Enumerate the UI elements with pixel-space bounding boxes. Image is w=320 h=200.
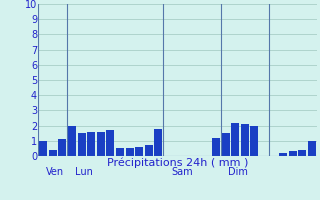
Text: Lun: Lun	[75, 167, 93, 177]
Bar	[87, 132, 95, 156]
Bar	[154, 129, 163, 156]
Bar	[279, 153, 287, 156]
Bar	[77, 133, 86, 156]
Bar	[250, 126, 259, 156]
Bar	[298, 150, 307, 156]
Bar	[58, 139, 67, 156]
Bar	[231, 123, 239, 156]
Bar	[145, 145, 153, 156]
Bar	[39, 141, 47, 156]
Bar	[221, 133, 230, 156]
Bar	[125, 148, 134, 156]
Bar	[212, 138, 220, 156]
Bar	[289, 151, 297, 156]
Text: Dim: Dim	[228, 167, 248, 177]
Bar	[116, 148, 124, 156]
Bar	[308, 141, 316, 156]
Text: Ven: Ven	[46, 167, 64, 177]
Text: Sam: Sam	[171, 167, 193, 177]
Bar	[106, 130, 115, 156]
X-axis label: Précipitations 24h ( mm ): Précipitations 24h ( mm )	[107, 157, 248, 168]
Bar	[49, 150, 57, 156]
Bar	[97, 132, 105, 156]
Bar	[241, 124, 249, 156]
Bar	[68, 126, 76, 156]
Bar	[135, 147, 143, 156]
